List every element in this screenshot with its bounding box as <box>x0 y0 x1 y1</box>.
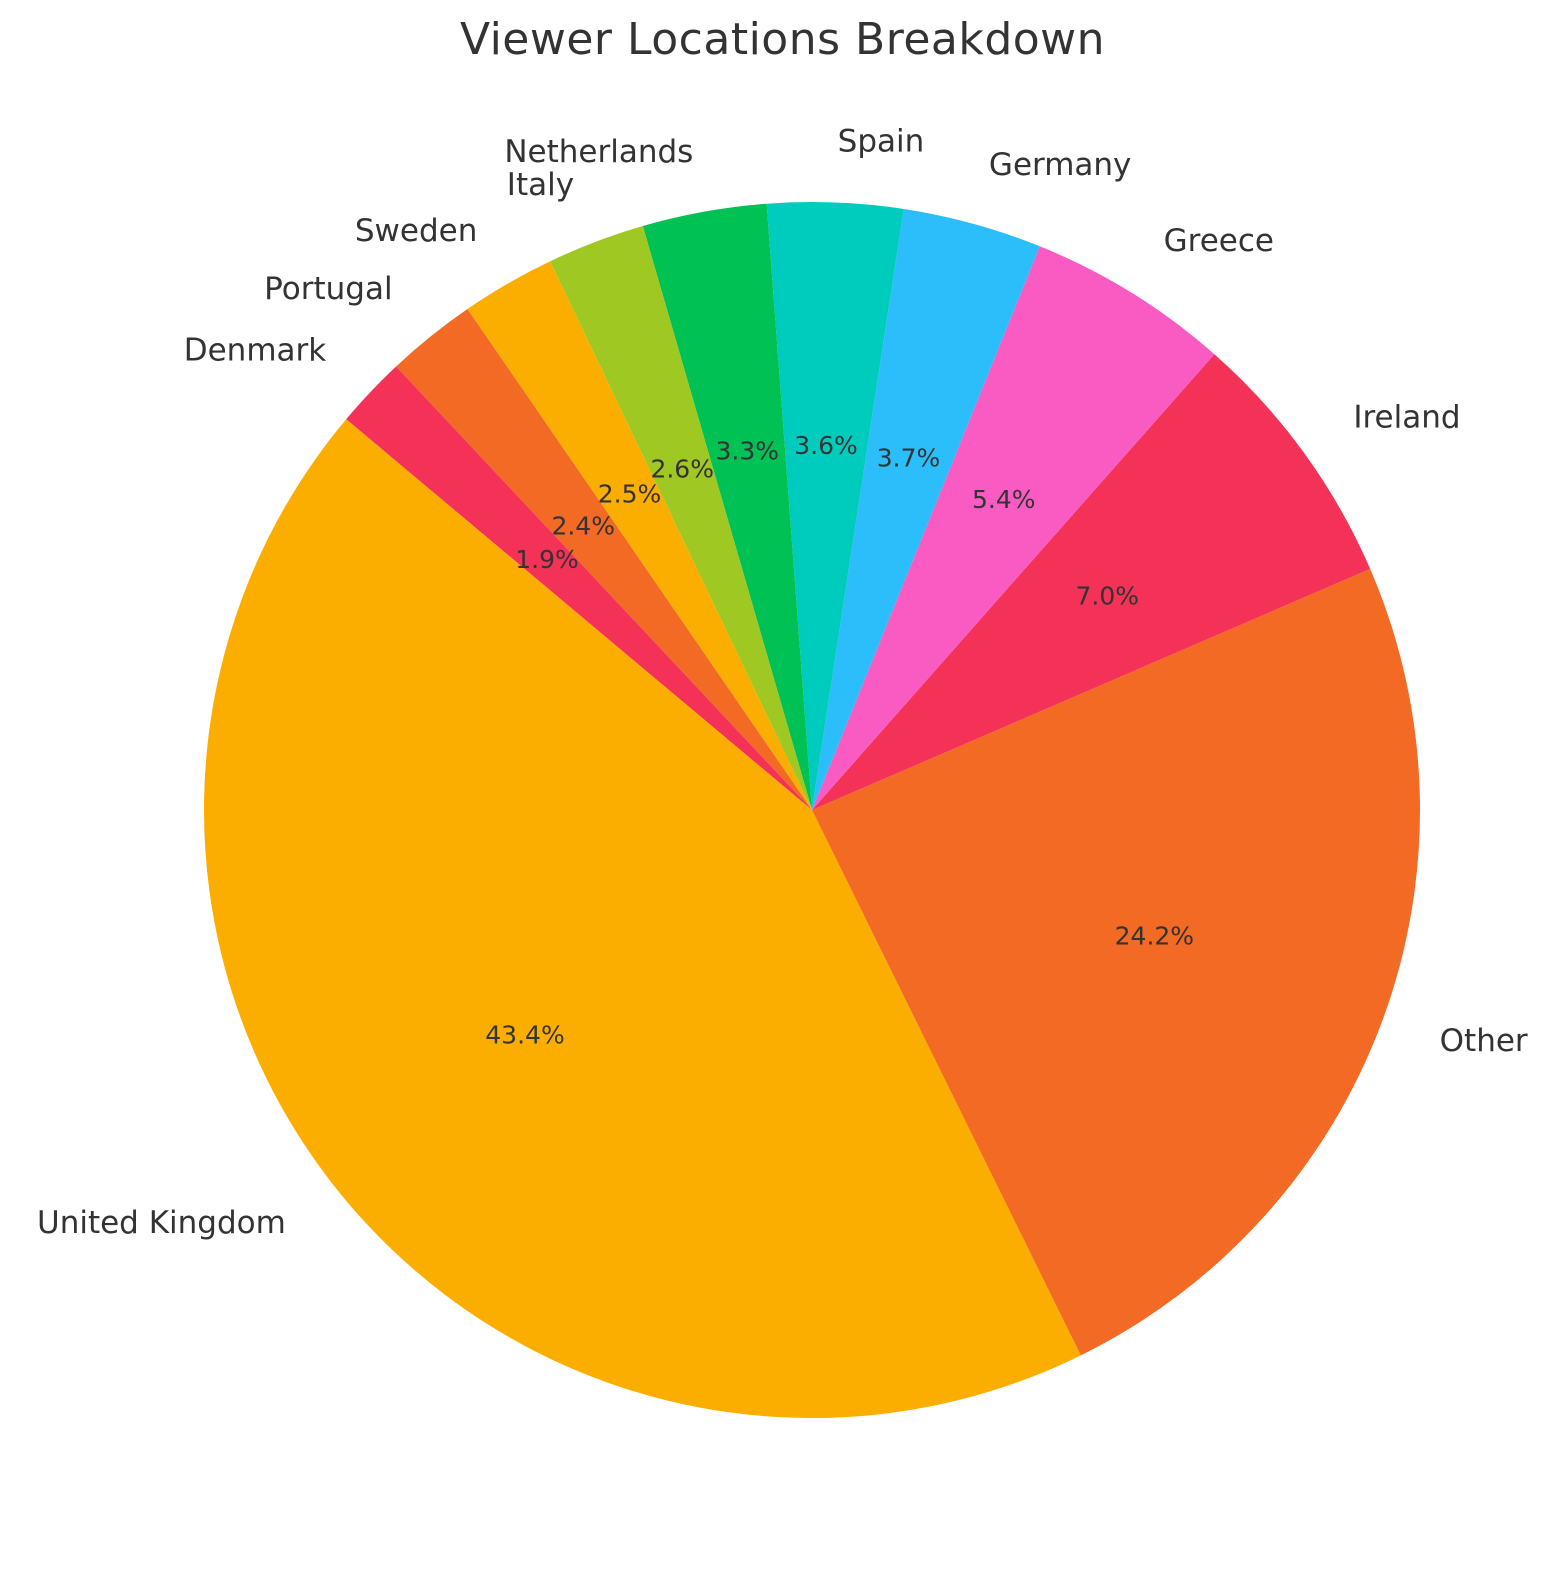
slice-label-netherlands: Netherlands <box>504 134 693 170</box>
pie-slice-greece <box>812 246 1215 810</box>
pie-slice-other <box>812 568 1421 1356</box>
pct-label-netherlands: 3.3% <box>716 436 780 465</box>
pct-label-portugal: 2.4% <box>551 511 615 540</box>
pct-label-spain: 3.6% <box>794 431 858 460</box>
labels-layer: United Kingdom 43.4% Other 24.2% Ireland 7.0%… <box>37 124 1528 1241</box>
pie-slice-netherlands <box>642 203 812 810</box>
pie-slice-sweden <box>467 261 812 810</box>
pie-slice-ireland <box>812 354 1371 810</box>
pct-label-ireland: 7.0% <box>1076 581 1140 610</box>
pct-label-italy: 2.6% <box>650 455 714 484</box>
slice-label-italy: Italy <box>507 167 574 203</box>
slice-label-ireland: Ireland <box>1353 399 1460 435</box>
slice-label-united-kingdom: United Kingdom <box>37 1205 286 1241</box>
chart-title: Viewer Locations Breakdown <box>459 14 1106 65</box>
pct-label-united-kingdom: 43.4% <box>485 1021 564 1050</box>
pie-slice-denmark <box>346 366 812 810</box>
pie-slice-italy <box>550 226 812 810</box>
pct-label-greece: 5.4% <box>972 485 1036 514</box>
pie-slice-germany <box>812 208 1040 811</box>
slices-layer <box>203 201 1421 1419</box>
slice-label-greece: Greece <box>1164 223 1274 259</box>
slice-label-germany: Germany <box>989 147 1131 183</box>
pct-label-sweden: 2.5% <box>598 480 662 509</box>
slice-label-sweden: Sweden <box>355 213 478 249</box>
slice-label-spain: Spain <box>838 124 925 160</box>
slice-label-other: Other <box>1440 1023 1528 1059</box>
pie-slice-spain <box>766 201 904 810</box>
pct-label-other: 24.2% <box>1115 921 1194 950</box>
slice-label-portugal: Portugal <box>264 271 392 307</box>
pie-slice-portugal <box>396 309 812 810</box>
pct-label-denmark: 1.9% <box>515 545 579 574</box>
slice-label-denmark: Denmark <box>184 332 327 368</box>
pct-label-germany: 3.7% <box>877 444 941 473</box>
pie-slice-united-kingdom <box>203 419 1081 1419</box>
